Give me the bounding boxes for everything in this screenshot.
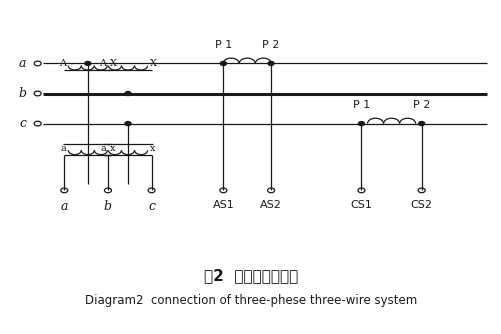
Text: 图2  三相三线接线图: 图2 三相三线接线图 [203, 268, 298, 283]
Text: c: c [148, 200, 155, 213]
Text: AS2: AS2 [260, 200, 282, 210]
Text: Diagram2  connection of three-phese three-wire system: Diagram2 connection of three-phese three… [85, 294, 416, 307]
Text: X: X [110, 59, 117, 68]
Circle shape [268, 61, 274, 65]
Text: A: A [59, 59, 66, 68]
Text: a: a [19, 57, 26, 70]
Text: a: a [60, 144, 66, 153]
Circle shape [358, 122, 364, 126]
Circle shape [85, 61, 91, 65]
Circle shape [125, 92, 131, 96]
Text: a: a [61, 200, 68, 213]
Text: P 1: P 1 [352, 100, 369, 110]
Circle shape [220, 61, 226, 65]
Text: P 1: P 1 [214, 40, 231, 50]
Text: CS1: CS1 [350, 200, 372, 210]
Text: x: x [150, 144, 155, 153]
Text: CS2: CS2 [410, 200, 432, 210]
Text: x: x [110, 144, 115, 153]
Text: X: X [150, 59, 157, 68]
Text: A: A [99, 59, 106, 68]
Circle shape [125, 122, 131, 126]
Circle shape [418, 122, 424, 126]
Text: P 2: P 2 [412, 100, 429, 110]
Text: b: b [104, 200, 112, 213]
Text: a: a [100, 144, 106, 153]
Text: AS1: AS1 [212, 200, 234, 210]
Text: c: c [19, 117, 26, 130]
Text: b: b [19, 87, 27, 100]
Text: P 2: P 2 [262, 40, 279, 50]
